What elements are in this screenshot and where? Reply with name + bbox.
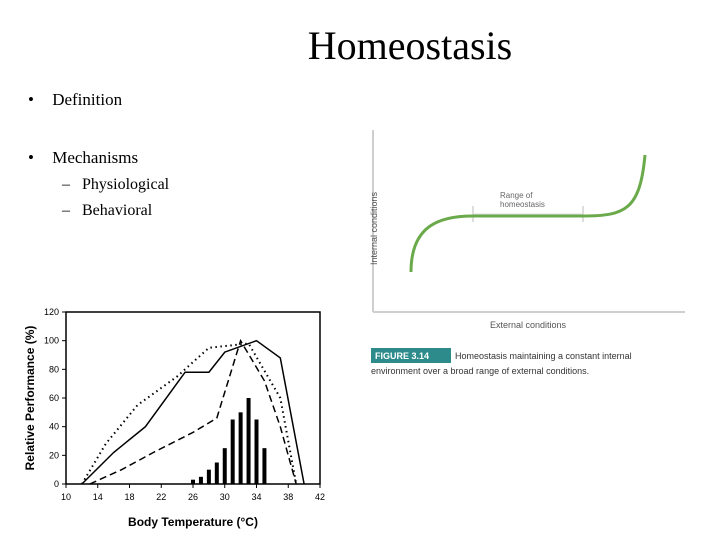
sub-bullet-text: Behavioral [82, 202, 153, 219]
histogram-bar [238, 412, 243, 484]
range-label-line1: Range of [500, 191, 533, 200]
caption-tag: FIGURE 3.14 [375, 351, 429, 361]
caption-line1: Homeostasis maintaining a constant inter… [455, 351, 632, 361]
x-axis-label: Body Temperature (°C) [128, 515, 258, 529]
bullet-mechanisms: • Mechanisms [28, 148, 138, 168]
sub-bullet-text: Physiological [82, 176, 170, 193]
y-tick-label: 20 [49, 450, 59, 460]
x-tick-label: 38 [283, 492, 293, 502]
series-line-dotted [81, 342, 298, 485]
figure-background [345, 130, 690, 410]
histogram-bar [222, 448, 227, 484]
internal-conditions-label: Internal conditions [369, 191, 379, 265]
bullet-text: Mechanisms [52, 148, 139, 167]
bullet-text: Definition [52, 90, 123, 109]
histogram-bar [262, 448, 267, 484]
y-tick-label: 60 [49, 393, 59, 403]
x-tick-label: 42 [315, 492, 325, 502]
performance-chart: 0 20 40 60 80 100 120 10 14 18 22 26 30 34 38 42 Body Te… [23, 307, 325, 529]
histogram-bar [254, 419, 259, 484]
series-line-dashed [89, 338, 297, 485]
homeostasis-curve [409, 154, 647, 273]
homeostasis-figure: Internal conditions External conditions … [345, 130, 690, 410]
y-tick-label: 40 [49, 422, 59, 432]
y-tick-label: 100 [44, 336, 59, 346]
x-tick-label: 14 [93, 492, 103, 502]
histogram-bar [198, 476, 203, 484]
range-label-line2: homeostasis [500, 200, 545, 209]
caption-tag-box [371, 348, 451, 363]
x-tick-label: 22 [156, 492, 166, 502]
bullet-marker: • [28, 148, 34, 167]
x-tick-label: 34 [251, 492, 261, 502]
x-tick-label: 26 [188, 492, 198, 502]
plot-frame [65, 311, 321, 485]
histogram-bar [246, 398, 251, 484]
bullet-definition: • Definition [28, 90, 122, 110]
y-tick-label: 80 [49, 364, 59, 374]
sub-bullet-marker: – [62, 202, 70, 219]
x-tick-label: 10 [61, 492, 71, 502]
histogram-bar [214, 462, 219, 484]
y-tick-label: 0 [54, 479, 59, 489]
sub-bullet-behavioral: – Behavioral [62, 202, 152, 220]
y-axis-label: Relative Performance (%) [23, 326, 37, 471]
external-conditions-label: External conditions [490, 320, 567, 330]
y-tick-label: 120 [44, 307, 59, 317]
histogram-bar [206, 469, 211, 484]
bullet-marker: • [28, 90, 34, 109]
caption-line2: environment over a broad range of extern… [371, 366, 589, 376]
histogram-bar [230, 419, 235, 484]
sub-bullet-physiological: – Physiological [62, 176, 169, 194]
series-line-solid [81, 339, 305, 485]
slide-title: Homeostasis [307, 23, 513, 68]
sub-bullet-marker: – [62, 176, 70, 193]
x-tick-label: 30 [220, 492, 230, 502]
x-tick-label: 18 [124, 492, 134, 502]
histogram-bar [191, 479, 195, 484]
